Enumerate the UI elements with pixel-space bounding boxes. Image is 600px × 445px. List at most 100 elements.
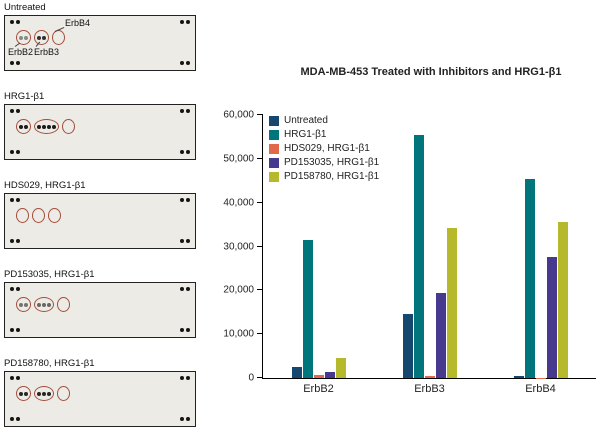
y-tick-mark bbox=[257, 201, 263, 203]
spot-circle bbox=[52, 30, 65, 45]
reference-dot bbox=[180, 61, 184, 65]
reference-dot bbox=[186, 287, 190, 291]
spot-dot bbox=[37, 391, 41, 396]
spot-dot bbox=[47, 391, 51, 396]
spot-dot bbox=[24, 302, 28, 307]
bar bbox=[324, 372, 335, 378]
bar-group: ErbB2 bbox=[291, 239, 346, 395]
reference-dot bbox=[186, 61, 190, 65]
spot-circle bbox=[16, 386, 31, 401]
legend-label: Untreated bbox=[284, 115, 328, 126]
membrane-image bbox=[4, 371, 196, 427]
bar bbox=[402, 314, 413, 378]
legend-label: HRG1-β1 bbox=[284, 129, 327, 140]
bar bbox=[435, 293, 446, 378]
panel-block: Untreated ErbB2 ErbB3 ErbB4 bbox=[4, 2, 202, 71]
plot-area: Untreated HRG1-β1 HDS029, HRG1-β1 PD153035,… bbox=[223, 110, 596, 395]
y-tick-label: 0 bbox=[248, 372, 254, 384]
reference-dot bbox=[16, 61, 20, 65]
bar bbox=[335, 358, 346, 378]
y-tick-mark bbox=[257, 377, 263, 378]
spot-dot bbox=[37, 302, 41, 307]
annotation-label: ErbB4 bbox=[65, 18, 91, 28]
panel-label: HDS029, HRG1-β1 bbox=[4, 180, 86, 191]
bar bbox=[302, 239, 313, 378]
reference-dot bbox=[180, 198, 184, 202]
x-category-label: ErbB3 bbox=[414, 383, 445, 395]
spot-dot bbox=[19, 35, 23, 40]
reference-dot bbox=[10, 328, 14, 332]
panel-label: PD153035, HRG1-β1 bbox=[4, 269, 95, 280]
reference-dot bbox=[16, 198, 20, 202]
reference-dot bbox=[10, 20, 14, 24]
spot-circle bbox=[34, 119, 59, 134]
spot-dot bbox=[37, 35, 41, 40]
legend-swatch bbox=[269, 115, 279, 126]
spot-dot bbox=[52, 124, 56, 129]
reference-dot bbox=[186, 328, 190, 332]
reference-dot bbox=[10, 109, 14, 113]
y-tick-label: 40,000 bbox=[223, 197, 254, 209]
spot-circle bbox=[16, 30, 31, 45]
spot-dot bbox=[24, 35, 28, 40]
reference-dot bbox=[10, 376, 14, 380]
legend-label: PD158780, HRG1-β1 bbox=[284, 171, 380, 182]
spot-circle bbox=[48, 208, 61, 223]
reference-dot bbox=[180, 20, 184, 24]
bar bbox=[557, 221, 568, 378]
legend-label: PD153035, HRG1-β1 bbox=[284, 157, 380, 168]
reference-dot bbox=[16, 328, 20, 332]
spot-dot bbox=[19, 124, 23, 129]
y-tick-mark bbox=[257, 157, 263, 159]
y-tick-label: 50,000 bbox=[223, 153, 254, 165]
legend-item: PD153035, HRG1-β1 bbox=[269, 157, 379, 168]
legend-item: Untreated bbox=[269, 115, 379, 126]
legend: Untreated HRG1-β1 HDS029, HRG1-β1 PD153035,… bbox=[269, 115, 379, 182]
reference-dot bbox=[16, 150, 20, 154]
reference-dot bbox=[16, 287, 20, 291]
bar bbox=[546, 257, 557, 378]
spot-dot bbox=[42, 302, 46, 307]
bar-groups: ErbB2 ErbB3 ErbB4 bbox=[263, 115, 596, 395]
reference-dot bbox=[16, 417, 20, 421]
y-tick-label: 60,000 bbox=[223, 109, 254, 121]
bar bbox=[291, 367, 302, 378]
spot-dot bbox=[47, 124, 51, 129]
spot-circle bbox=[62, 119, 75, 134]
legend-item: PD158780, HRG1-β1 bbox=[269, 171, 379, 182]
spot-row bbox=[16, 208, 61, 223]
legend-swatch bbox=[269, 171, 279, 182]
spot-circle bbox=[16, 119, 31, 134]
reference-dot bbox=[10, 61, 14, 65]
reference-dot bbox=[180, 109, 184, 113]
spot-row bbox=[16, 119, 75, 134]
y-tick-mark bbox=[257, 289, 263, 291]
bar-chart: MDA-MB-453 Treated with Inhibitors and H… bbox=[216, 58, 600, 440]
spot-dot bbox=[24, 391, 28, 396]
reference-dot bbox=[186, 376, 190, 380]
y-tick-mark bbox=[257, 114, 263, 115]
spot-dot bbox=[24, 124, 28, 129]
reference-dot bbox=[16, 239, 20, 243]
y-tick-label: 30,000 bbox=[223, 241, 254, 252]
reference-dot bbox=[10, 239, 14, 243]
membrane-image bbox=[4, 282, 196, 338]
panel-label: PD158780, HRG1-β1 bbox=[4, 358, 95, 369]
spot-circle bbox=[16, 208, 29, 223]
spot-circle bbox=[16, 297, 31, 312]
reference-dot bbox=[16, 376, 20, 380]
bar bbox=[513, 375, 524, 378]
panel-block: HDS029, HRG1-β1 bbox=[4, 180, 202, 249]
reference-dot bbox=[180, 287, 184, 291]
reference-dot bbox=[10, 150, 14, 154]
reference-dot bbox=[180, 417, 184, 421]
panel-label: Untreated bbox=[4, 2, 46, 13]
reference-dot bbox=[186, 20, 190, 24]
panel-block: PD153035, HRG1-β1 bbox=[4, 269, 202, 338]
x-category-label: ErbB2 bbox=[303, 383, 334, 395]
annotation-label: ErbB3 bbox=[34, 47, 60, 57]
annotation-label: ErbB2 bbox=[8, 47, 34, 57]
spot-dot bbox=[42, 124, 46, 129]
reference-dot bbox=[186, 109, 190, 113]
